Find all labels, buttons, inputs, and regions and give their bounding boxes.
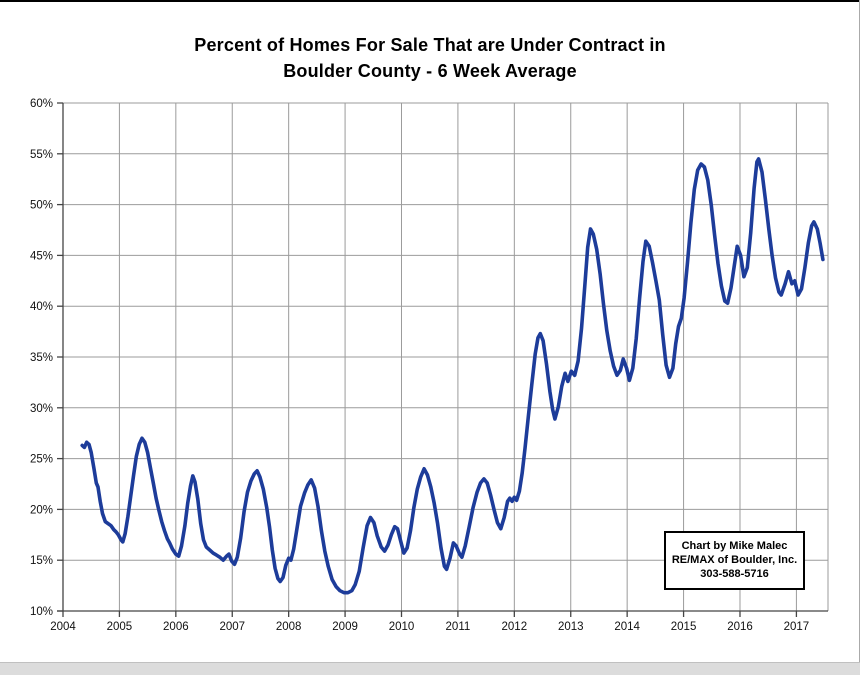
svg-text:2006: 2006 bbox=[163, 621, 189, 633]
svg-text:60%: 60% bbox=[30, 98, 53, 110]
svg-text:2007: 2007 bbox=[219, 621, 245, 633]
svg-text:2005: 2005 bbox=[107, 621, 133, 633]
svg-text:2012: 2012 bbox=[502, 621, 528, 633]
svg-text:2010: 2010 bbox=[389, 621, 415, 633]
svg-text:2016: 2016 bbox=[727, 621, 753, 633]
axes bbox=[57, 102, 828, 617]
svg-text:25%: 25% bbox=[30, 454, 53, 466]
svg-text:55%: 55% bbox=[30, 149, 53, 161]
svg-text:30%: 30% bbox=[30, 403, 53, 415]
gridlines bbox=[63, 102, 829, 611]
svg-text:15%: 15% bbox=[30, 555, 53, 567]
chart-title: Percent of Homes For Sale That are Under… bbox=[0, 32, 860, 84]
svg-text:45%: 45% bbox=[30, 250, 53, 262]
svg-text:50%: 50% bbox=[30, 200, 53, 212]
x-axis-labels: 2004 2005 2006 2007 2008 2009 2010 2011 2012 2013… bbox=[50, 621, 809, 633]
svg-text:2013: 2013 bbox=[558, 621, 584, 633]
data-line bbox=[80, 157, 825, 595]
credit-line2: RE/MAX of Boulder, Inc. bbox=[671, 554, 798, 566]
top-border bbox=[0, 0, 860, 2]
credit-line3: 303-588-5716 bbox=[700, 568, 769, 580]
svg-text:2008: 2008 bbox=[276, 621, 302, 633]
chart-title-line1: Percent of Homes For Sale That are Under… bbox=[194, 35, 666, 55]
svg-text:10%: 10% bbox=[30, 606, 53, 618]
y-axis-labels: 10% 15% 20% 25% 30% 35% 40% 45% 50% 55% 60% bbox=[30, 98, 53, 618]
svg-text:35%: 35% bbox=[30, 352, 53, 364]
svg-text:2011: 2011 bbox=[446, 621, 471, 633]
credit-box: Chart by Mike Malec RE/MAX of Boulder, I… bbox=[664, 531, 805, 590]
svg-text:40%: 40% bbox=[30, 301, 53, 313]
bottom-border bbox=[0, 662, 860, 675]
svg-text:20%: 20% bbox=[30, 504, 53, 516]
chart-title-line2: Boulder County - 6 Week Average bbox=[283, 61, 577, 81]
svg-text:2015: 2015 bbox=[671, 621, 697, 633]
svg-text:2017: 2017 bbox=[784, 621, 810, 633]
svg-text:2009: 2009 bbox=[332, 621, 358, 633]
svg-text:2014: 2014 bbox=[614, 621, 640, 633]
credit-line1: Chart by Mike Malec bbox=[681, 540, 788, 552]
svg-text:2004: 2004 bbox=[50, 621, 76, 633]
